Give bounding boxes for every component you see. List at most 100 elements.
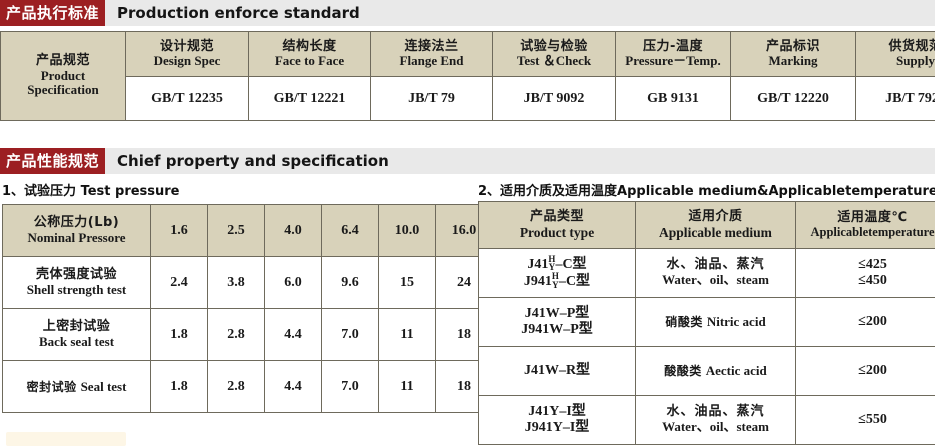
- model-subscript: Y: [548, 262, 556, 273]
- header-pressure-2-5: 2.5: [207, 204, 265, 257]
- model-code: J941Y–I型: [524, 420, 590, 435]
- cell-temperature: ≤425 ≤450: [795, 248, 935, 298]
- table-row: 产品规范 Product Specification 设计规范 Design S…: [0, 30, 935, 121]
- cell-product-type: J41W–R型: [478, 346, 636, 396]
- subheading-applicable-medium: 2、适用介质及适用温度Applicable medium&Applicablet…: [478, 184, 935, 199]
- cell-product-type: J41W–P型 J941W–P型: [478, 297, 636, 347]
- table-production-standard: 产品规范 Product Specification 设计规范 Design S…: [0, 30, 935, 121]
- table-row: 上密封试验 Back seal test 1.8 2.8 4.4 7.0 11 …: [2, 308, 493, 361]
- header-pressure-1-6: 1.6: [150, 204, 208, 257]
- row-label-en: Shell strength test: [26, 281, 127, 297]
- page-bottom-artifact: [6, 432, 126, 446]
- table-row: 密封试验 Seal test 1.8 2.8 4.4 7.0 11 18: [2, 360, 493, 413]
- model-code: J41W–P型: [524, 306, 590, 322]
- header-marking: 产品标识 Marking: [730, 30, 856, 78]
- header-applicable-temperature: 适用温度℃ Applicabletemperature: [795, 201, 935, 249]
- table-row: 壳体强度试验 Shell strength test 2.4 3.8 6.0 9…: [2, 256, 493, 309]
- table-row: GB/T 12235 GB/T 12221 JB/T 79 JB/T 9092 …: [1, 76, 935, 121]
- model-code: J41W–R型: [523, 363, 591, 379]
- row-label-en: Back seal test: [38, 333, 115, 349]
- temperature-value: ≤550: [858, 412, 887, 428]
- header-pressure-temp: 压力-温度 Pressure－Temp.: [615, 30, 731, 78]
- cell-value: 2.4: [150, 256, 208, 309]
- header-cn: 设计规范: [159, 38, 214, 54]
- table-test-pressure: 公称压力(Lb) Nominal Pressore 1.6 2.5 4.0 6.…: [2, 204, 493, 413]
- header-pressure-10-0: 10.0: [378, 204, 436, 257]
- header-en: Applicabletemperature: [810, 225, 935, 240]
- header-en: Face to Face: [274, 53, 345, 69]
- cell-value: 7.0: [321, 360, 379, 413]
- model-superscript: H: [551, 271, 559, 281]
- header-pressure-4-0: 4.0: [264, 204, 322, 257]
- row-label-cn: 壳体强度试验: [35, 266, 117, 282]
- medium-cn: 水、油品、蒸汽: [666, 257, 765, 273]
- table-row: J41W–P型 J941W–P型 硝酸类 Nitric acid ≤200: [478, 297, 935, 347]
- header-cn: 产品类型: [529, 209, 584, 225]
- table-row: J41Y–I型 J941Y–I型 水、油品、蒸汽 Water、oil、steam…: [478, 395, 935, 445]
- cell-temperature: ≤550: [795, 395, 935, 445]
- table-row: J41W–R型 酸酸类 Aectic acid ≤200: [478, 346, 935, 396]
- medium-en: Water、oil、steam: [662, 272, 769, 287]
- temperature-value: ≤200: [858, 314, 887, 330]
- section-title-en: Chief property and specification: [117, 152, 389, 170]
- header-en: Pressure－Temp.: [625, 53, 721, 69]
- model-code: J941 H Y –C型: [481, 272, 633, 290]
- model-prefix: J941: [523, 273, 552, 289]
- cell-value: 3.8: [207, 256, 265, 309]
- value-face-to-face: GB/T 12221: [248, 76, 371, 121]
- header-face-to-face: 结构长度 Face to Face: [248, 30, 371, 78]
- header-cn: 压力-温度: [643, 38, 703, 54]
- cell-value: 7.0: [321, 308, 379, 361]
- medium-cn: 酸酸类: [664, 364, 702, 379]
- header-applicable-medium: 适用介质 Applicable medium: [635, 201, 796, 249]
- medium-en: Aectic acid: [705, 363, 767, 379]
- table-row: 公称压力(Lb) Nominal Pressore 1.6 2.5 4.0 6.…: [2, 204, 493, 257]
- temperature-value: ≤425: [858, 257, 887, 273]
- header-cn: 结构长度: [282, 38, 337, 54]
- header-product-type: 产品类型 Product type: [478, 201, 636, 249]
- section-header-chief-property: 产品性能规范 Chief property and specification: [0, 148, 935, 174]
- value-design-spec: GB/T 12235: [125, 76, 249, 121]
- header-en: Test ＆Check: [516, 53, 592, 69]
- header-test-check: 试验与检验 Test ＆Check: [492, 30, 616, 78]
- cell-value: 2.8: [207, 308, 265, 361]
- header-design-spec: 设计规范 Design Spec: [125, 30, 249, 78]
- medium-en: Nitric acid: [706, 314, 766, 330]
- cell-product-type: J41Y–I型 J941Y–I型: [478, 395, 636, 445]
- header-supply: 供货规范 Supply: [855, 30, 935, 78]
- header-nominal-pressure: 公称压力(Lb) Nominal Pressore: [2, 204, 151, 257]
- value-flange-end: JB/T 79: [370, 76, 493, 121]
- header-pressure-6-4: 6.4: [321, 204, 379, 257]
- header-cn: 适用温度℃: [837, 209, 908, 225]
- cell-value: 11: [378, 360, 436, 413]
- cell-value: 9.6: [321, 256, 379, 309]
- model-code: J941W–P型: [521, 322, 593, 337]
- cell-value: 6.0: [264, 256, 322, 309]
- value-marking: GB/T 12220: [730, 76, 856, 121]
- model-code: J41 H Y –C型: [481, 255, 633, 273]
- cell-medium: 水、油品、蒸汽 Water、oil、steam: [635, 395, 796, 445]
- cell-temperature: ≤200: [795, 346, 935, 396]
- header-en: Product type: [519, 224, 595, 240]
- medium-cn: 水、油品、蒸汽: [666, 404, 765, 420]
- header-en: Nominal Pressore: [27, 229, 126, 245]
- section-title-en: Production enforce standard: [117, 4, 360, 22]
- cell-value: 4.4: [264, 360, 322, 413]
- cell-value: 2.8: [207, 360, 265, 413]
- cell-medium: 水、油品、蒸汽 Water、oil、steam: [635, 248, 796, 298]
- value-test-check: JB/T 9092: [492, 76, 616, 121]
- header-en: Applicable medium: [659, 224, 772, 240]
- header-cn: 试验与检验: [520, 38, 588, 54]
- subheading-test-pressure: 1、试验压力 Test pressure: [2, 184, 180, 199]
- cell-value: 11: [378, 308, 436, 361]
- temperature-value: ≤450: [858, 273, 887, 288]
- product-spec-en2: Specification: [27, 82, 99, 98]
- cell-temperature: ≤200: [795, 297, 935, 347]
- cell-value: 1.8: [150, 308, 208, 361]
- header-en: Flange End: [399, 53, 464, 69]
- model-prefix: J41: [527, 256, 549, 272]
- section-badge-cn: 产品执行标准: [0, 0, 106, 26]
- medium-cn: 硝酸类: [665, 315, 703, 330]
